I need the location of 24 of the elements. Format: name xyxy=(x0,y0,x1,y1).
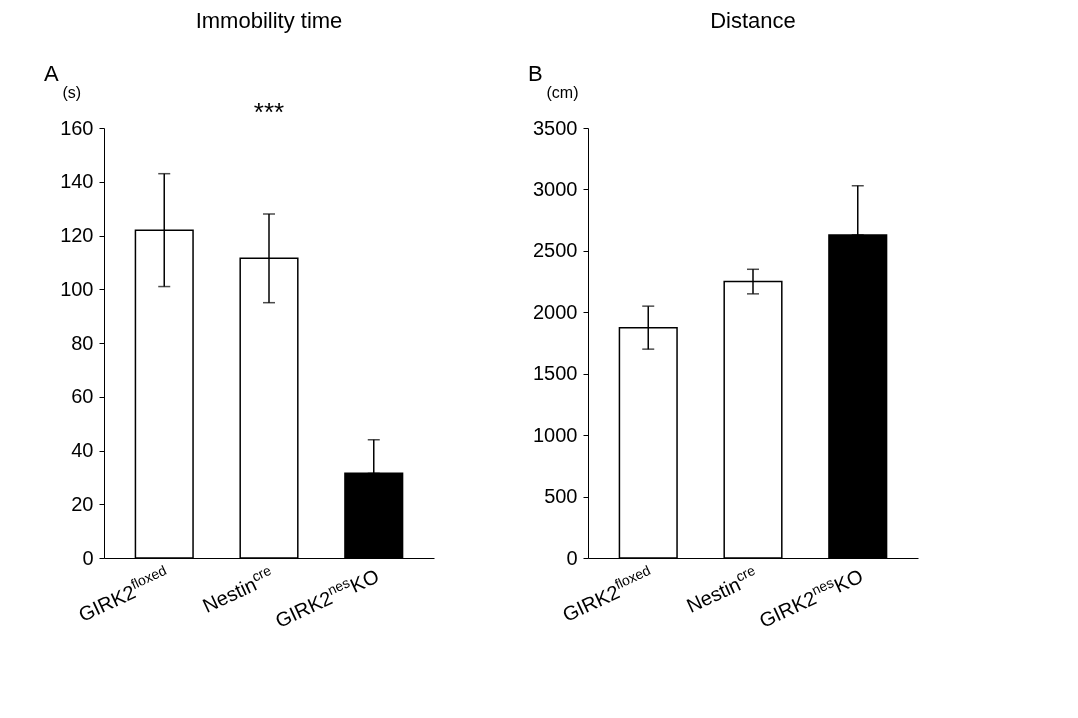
y-tick-label: 1500 xyxy=(533,362,578,385)
y-tick-label: 1000 xyxy=(533,423,578,446)
y-tick-label: 100 xyxy=(60,277,94,300)
y-tick-label: 120 xyxy=(60,224,94,246)
text: A xyxy=(44,61,59,86)
text: B xyxy=(528,61,543,86)
y-tick-label: 0 xyxy=(82,546,94,569)
y-tick-label: 3000 xyxy=(533,177,578,200)
y-tick-label: 3500 xyxy=(533,116,578,139)
y-tick-label: 40 xyxy=(71,439,94,461)
y-axis-title: (s) xyxy=(62,83,82,101)
y-tick-label: 20 xyxy=(71,492,94,515)
y-axis-title: (cm) xyxy=(546,83,579,101)
y-tick-label: 80 xyxy=(71,331,94,354)
text: *** xyxy=(253,97,285,127)
y-tick-label: 0 xyxy=(566,546,578,569)
y-tick-label: 140 xyxy=(60,170,94,193)
chart-title: Immobility time xyxy=(195,8,343,33)
y-tick-label: 2500 xyxy=(533,239,578,262)
y-tick-label: 2000 xyxy=(533,300,578,323)
chart-title: Distance xyxy=(710,8,796,33)
y-tick-label: 160 xyxy=(60,116,94,139)
y-tick-label: 500 xyxy=(544,485,578,508)
y-tick-label: 60 xyxy=(71,385,94,408)
